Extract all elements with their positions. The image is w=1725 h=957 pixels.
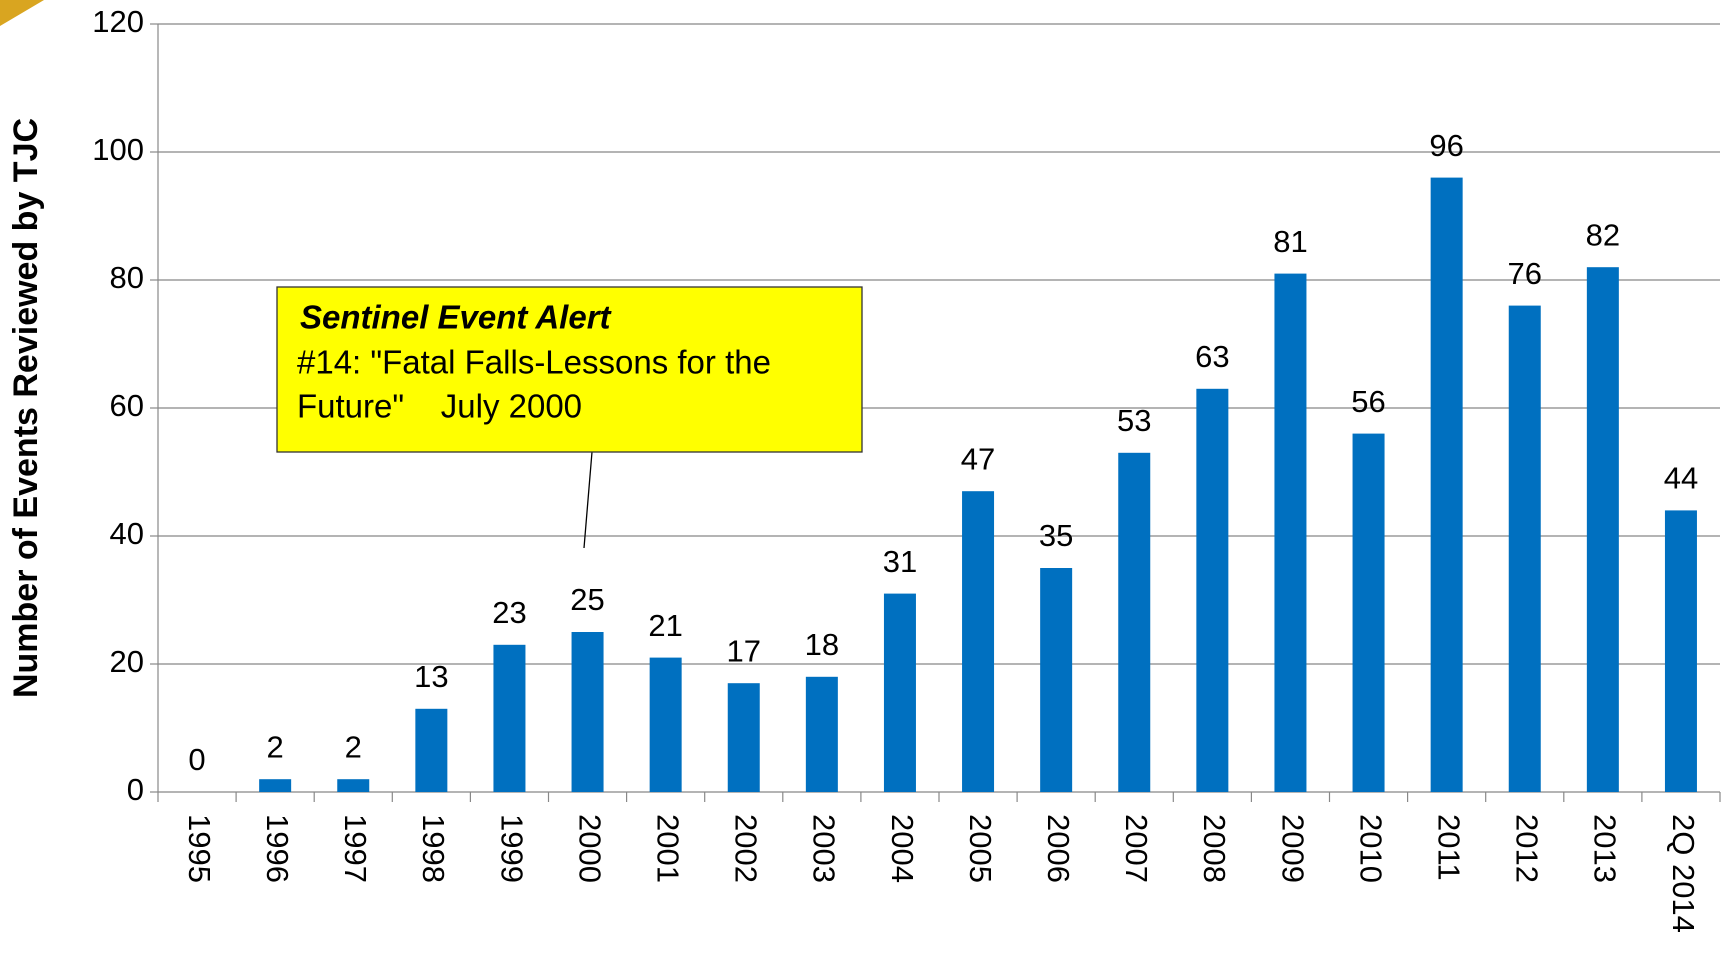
bar xyxy=(1118,452,1151,792)
x-tick-label: 2007 xyxy=(1119,814,1154,883)
data-label: 0 xyxy=(188,742,205,777)
bar xyxy=(493,644,526,792)
x-tick-label: 2003 xyxy=(807,814,842,883)
bar xyxy=(1586,267,1619,792)
callout-text: Future" July 2000 xyxy=(297,388,582,425)
callout-text: #14: "Fatal Falls-Lessons for the xyxy=(297,344,771,381)
bar xyxy=(805,676,838,792)
x-tick-label: 2005 xyxy=(963,814,998,883)
data-label: 17 xyxy=(727,633,761,668)
x-tick-label: 2009 xyxy=(1275,814,1310,883)
bar xyxy=(1508,305,1541,792)
bar xyxy=(962,491,995,792)
data-label: 18 xyxy=(805,627,839,662)
x-tick-label: 2001 xyxy=(650,814,685,883)
x-tick-label: 1995 xyxy=(182,814,217,883)
y-tick-label: 40 xyxy=(110,516,144,551)
x-tick-label: 2000 xyxy=(572,814,607,883)
bar xyxy=(649,657,682,792)
bar xyxy=(1196,388,1229,792)
callout-box xyxy=(276,286,863,453)
callout-title: Sentinel Event Alert xyxy=(300,299,613,336)
data-label: 82 xyxy=(1586,217,1620,252)
bar xyxy=(259,779,292,792)
data-label: 2 xyxy=(345,729,362,764)
y-tick-label: 20 xyxy=(110,644,144,679)
data-label: 2 xyxy=(267,729,284,764)
bar xyxy=(883,593,916,792)
y-tick-label: 60 xyxy=(110,388,144,423)
bar xyxy=(571,632,604,792)
bar xyxy=(1274,273,1307,793)
bar xyxy=(337,779,370,792)
x-tick-label: 1997 xyxy=(338,814,373,883)
x-tick-label: 2012 xyxy=(1510,814,1545,883)
data-label: 21 xyxy=(648,608,682,643)
x-tick-label: 1999 xyxy=(494,814,529,883)
data-label: 25 xyxy=(570,582,604,617)
bar xyxy=(1040,568,1073,792)
data-label: 96 xyxy=(1429,128,1463,163)
bar xyxy=(1430,177,1463,793)
data-label: 13 xyxy=(414,659,448,694)
x-tick-label: 1998 xyxy=(416,814,451,883)
y-tick-label: 120 xyxy=(92,4,144,39)
bar xyxy=(727,683,760,792)
x-tick-label: 2010 xyxy=(1353,814,1388,883)
y-tick-label: 0 xyxy=(127,772,144,807)
data-label: 81 xyxy=(1273,224,1307,259)
y-tick-label: 80 xyxy=(110,260,144,295)
x-tick-label: 2004 xyxy=(885,814,920,883)
bar xyxy=(1352,433,1385,792)
x-tick-label: 2011 xyxy=(1431,814,1466,881)
y-tick-label: 100 xyxy=(92,132,144,167)
data-label: 47 xyxy=(961,441,995,476)
corner-decoration xyxy=(0,0,44,26)
data-label: 56 xyxy=(1351,384,1385,419)
x-tick-label: 2008 xyxy=(1197,814,1232,883)
y-axis-label: Number of Events Reviewed by TJC xyxy=(7,118,45,698)
data-label: 76 xyxy=(1508,256,1542,291)
data-label: 44 xyxy=(1664,461,1698,496)
x-tick-label: 2002 xyxy=(729,814,764,883)
annotation: Sentinel Event Alert #14: "Fatal Falls-L… xyxy=(276,286,863,549)
x-tick-label: 2006 xyxy=(1041,814,1076,883)
x-tick-label: 1996 xyxy=(260,814,295,883)
x-tick-label: 2Q 2014 xyxy=(1666,814,1701,933)
data-label: 35 xyxy=(1039,518,1073,553)
data-label: 53 xyxy=(1117,403,1151,438)
data-label: 23 xyxy=(492,595,526,630)
bar xyxy=(1664,510,1697,792)
bar xyxy=(415,708,448,792)
data-label: 31 xyxy=(883,544,917,579)
callout-line xyxy=(583,451,593,549)
data-label: 63 xyxy=(1195,339,1229,374)
x-tick-label: 2013 xyxy=(1588,814,1623,883)
